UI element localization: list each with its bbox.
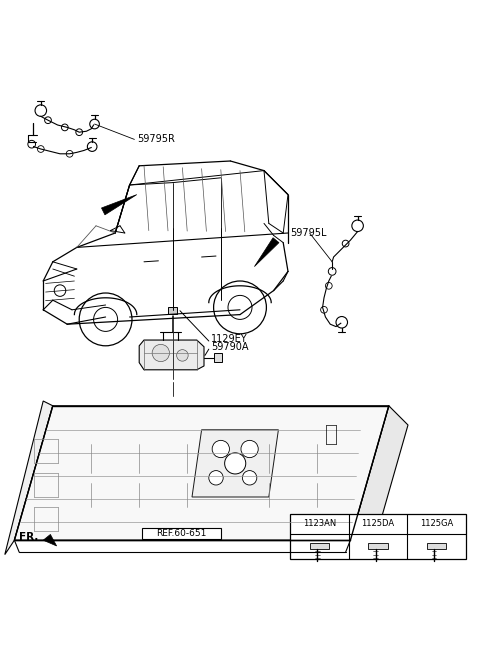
Bar xyxy=(310,543,329,549)
Polygon shape xyxy=(192,430,278,497)
Polygon shape xyxy=(43,534,57,546)
Text: 1125GA: 1125GA xyxy=(420,519,453,528)
Polygon shape xyxy=(101,195,137,215)
Bar xyxy=(214,353,222,362)
Circle shape xyxy=(152,344,169,362)
Bar xyxy=(168,307,177,314)
Circle shape xyxy=(242,470,257,485)
Bar xyxy=(369,543,388,549)
Polygon shape xyxy=(139,340,204,370)
Text: 59795R: 59795R xyxy=(137,134,175,144)
Text: 1125DA: 1125DA xyxy=(361,519,395,528)
Polygon shape xyxy=(350,406,408,559)
Circle shape xyxy=(241,440,258,458)
Circle shape xyxy=(212,440,229,458)
Bar xyxy=(142,528,221,539)
Circle shape xyxy=(225,453,246,474)
Text: FR.: FR. xyxy=(19,532,38,542)
Bar xyxy=(290,514,466,559)
Text: 1123AN: 1123AN xyxy=(303,519,336,528)
Circle shape xyxy=(177,349,188,361)
Polygon shape xyxy=(254,238,279,266)
Text: 1129EY: 1129EY xyxy=(211,334,248,343)
Circle shape xyxy=(209,470,223,485)
Text: 59795L: 59795L xyxy=(290,228,327,238)
Polygon shape xyxy=(5,401,53,555)
Polygon shape xyxy=(14,406,389,540)
Bar xyxy=(427,543,446,549)
Text: REF.60-651: REF.60-651 xyxy=(156,529,206,538)
Text: 59790A: 59790A xyxy=(211,342,249,352)
